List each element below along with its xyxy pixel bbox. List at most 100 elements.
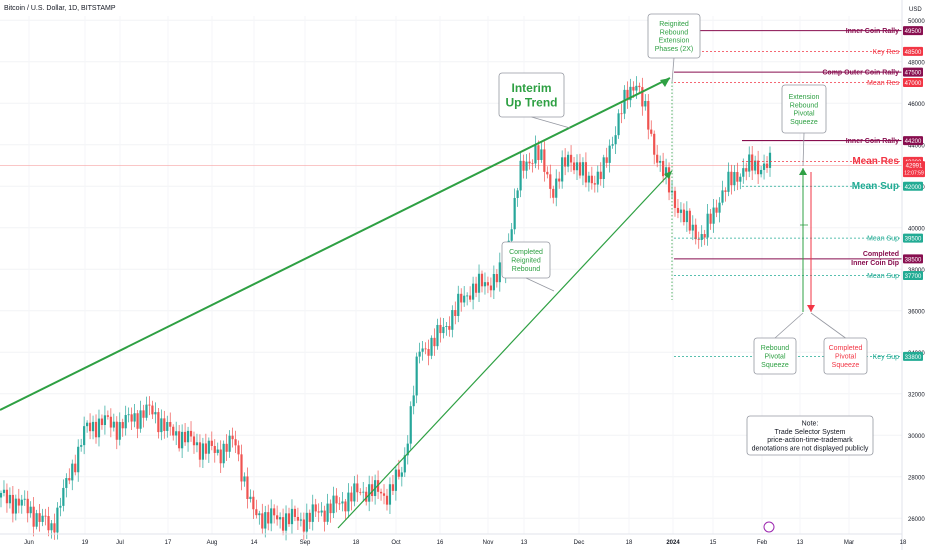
candle: [466, 295, 469, 297]
x-tick-label: 2024: [666, 540, 680, 546]
rebound-squeeze-callout-text: Pivotal: [764, 353, 785, 360]
candle: [26, 498, 29, 514]
note-callout-box: [746, 415, 874, 456]
candle: [109, 416, 112, 428]
candle: [65, 478, 68, 488]
y-tick-label: 46000: [908, 102, 925, 108]
candle-series: [0, 76, 772, 541]
candle: [210, 440, 213, 446]
candle: [718, 202, 721, 213]
y-tick-label: 26000: [908, 517, 925, 523]
price-tag: [903, 351, 923, 361]
candle: [697, 239, 700, 241]
y-tick-label: 44000: [908, 143, 925, 149]
completed-squeeze-callout-text: Squeeze: [832, 362, 860, 369]
candle: [189, 430, 193, 437]
candle: [659, 160, 662, 163]
candle: [685, 210, 688, 223]
countdown-text: 12:07:59: [904, 171, 924, 177]
note-callout: Note: Trade Selector Systemprice-action-t…: [746, 415, 874, 456]
candle: [578, 162, 582, 176]
candle: [727, 171, 730, 192]
candle: [391, 484, 395, 491]
candle: [83, 426, 86, 446]
candle: [169, 421, 172, 427]
completed-reignited-callout-text: Completed: [509, 249, 543, 256]
candle: [519, 160, 522, 191]
candle: [127, 414, 130, 416]
candle: [293, 508, 297, 517]
price-tag-text: 47000: [905, 81, 922, 87]
candle: [323, 510, 326, 522]
price-tag-text: 48500: [905, 50, 922, 56]
trend-arrowhead: [664, 171, 672, 179]
candle: [231, 435, 234, 440]
candle: [14, 498, 17, 514]
completed-reignited-callout-text: Reignited: [511, 257, 541, 264]
candle: [724, 190, 727, 192]
candle: [647, 100, 650, 130]
candle: [477, 273, 481, 293]
candle: [498, 262, 501, 283]
candle: [754, 160, 757, 171]
candle: [178, 431, 181, 449]
candle: [341, 501, 344, 504]
candle: [385, 495, 389, 505]
candle: [80, 445, 83, 447]
y-tick-label: 36000: [908, 309, 925, 315]
candle: [546, 171, 549, 175]
level-label: Inner Coin Dip: [851, 260, 899, 267]
candle: [305, 512, 308, 532]
candle: [151, 405, 154, 415]
candle: [460, 293, 463, 303]
candle: [757, 160, 760, 175]
candle: [29, 506, 32, 514]
candle: [222, 443, 225, 464]
rebound-squeeze-callout-text: Squeeze: [761, 362, 789, 369]
candle: [564, 157, 567, 167]
candle: [510, 229, 513, 241]
candle: [522, 160, 525, 171]
candle: [8, 494, 12, 504]
price-tags: 5300049500485004750047000442004320042000…: [903, 26, 925, 361]
candle: [225, 443, 228, 452]
candle: [602, 157, 605, 180]
candle: [38, 513, 41, 522]
candle: [91, 421, 95, 432]
candle: [11, 494, 14, 514]
candle: [662, 160, 665, 177]
candle: [525, 161, 528, 171]
x-tick-label: 16: [437, 540, 444, 546]
candle: [382, 493, 386, 496]
candle: [682, 209, 685, 223]
candle: [703, 234, 706, 238]
candle: [623, 89, 626, 114]
interim-trend-callout-text: Interim: [511, 81, 551, 95]
candle: [192, 436, 196, 446]
candle: [278, 517, 282, 520]
candle: [320, 510, 323, 513]
candle: [5, 489, 9, 504]
candle: [765, 163, 769, 168]
trend-arrowhead: [660, 78, 670, 87]
candle: [748, 154, 751, 172]
x-tick-label: Jun: [24, 540, 34, 546]
candle: [742, 168, 745, 177]
level-label: Completed: [863, 251, 899, 258]
candle: [715, 207, 718, 213]
candle: [528, 161, 531, 164]
x-tick-label: Nov: [483, 540, 494, 546]
candle: [584, 162, 588, 183]
candle: [638, 85, 641, 88]
candle: [712, 207, 715, 224]
y-tick-label: 32000: [908, 392, 925, 398]
candle: [261, 513, 264, 529]
candle: [534, 145, 537, 164]
reignited-callout-text: Phases (2X): [655, 46, 694, 53]
price-tag: [903, 254, 923, 264]
candle: [2, 489, 6, 493]
candle: [186, 430, 190, 443]
